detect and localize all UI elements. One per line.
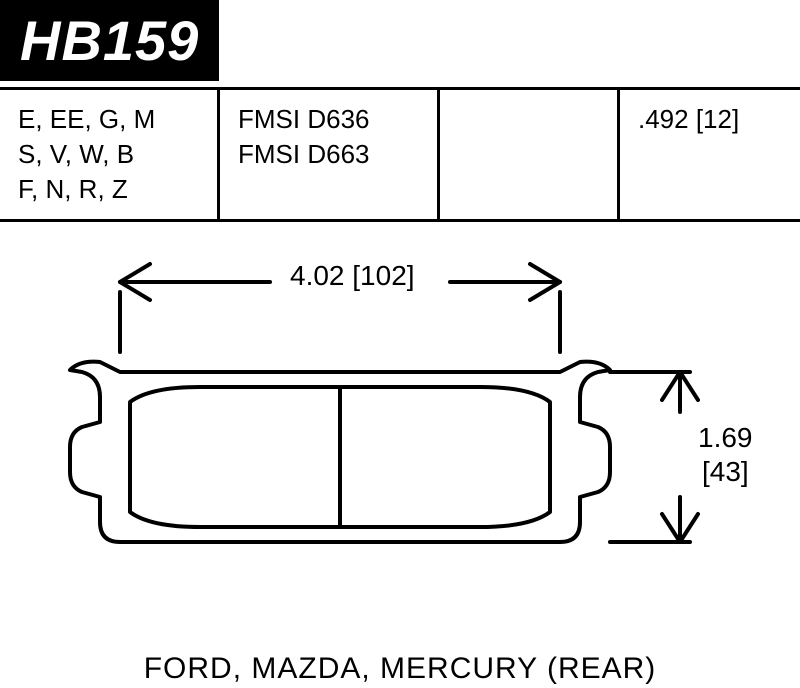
height-dimension-mm: [43] [702,456,749,488]
compound-line: E, EE, G, M [18,102,199,137]
spacer-cell [440,90,620,219]
height-dimension-arrow [610,372,698,542]
fmsi-line: FMSI D636 [238,102,419,137]
width-dimension-label: 4.02 [102] [290,260,415,292]
part-number: HB159 [20,8,199,73]
application-caption: FORD, MAZDA, MERCURY (REAR) [0,652,800,686]
compound-line: F, N, R, Z [18,172,199,207]
compound-codes-cell: E, EE, G, M S, V, W, B F, N, R, Z [0,90,220,219]
spec-table: E, EE, G, M S, V, W, B F, N, R, Z FMSI D… [0,87,800,222]
thickness-cell: .492 [12] [620,90,800,219]
brake-pad-outline [70,362,610,542]
brake-pad-diagram: 4.02 [102] 1.69 [43] [0,222,800,642]
fmsi-cell: FMSI D636 FMSI D663 [220,90,440,219]
thickness-value: .492 [12] [638,102,782,137]
compound-line: S, V, W, B [18,137,199,172]
part-number-header: HB159 [0,0,219,81]
fmsi-line: FMSI D663 [238,137,419,172]
height-dimension-inches: 1.69 [698,422,753,454]
